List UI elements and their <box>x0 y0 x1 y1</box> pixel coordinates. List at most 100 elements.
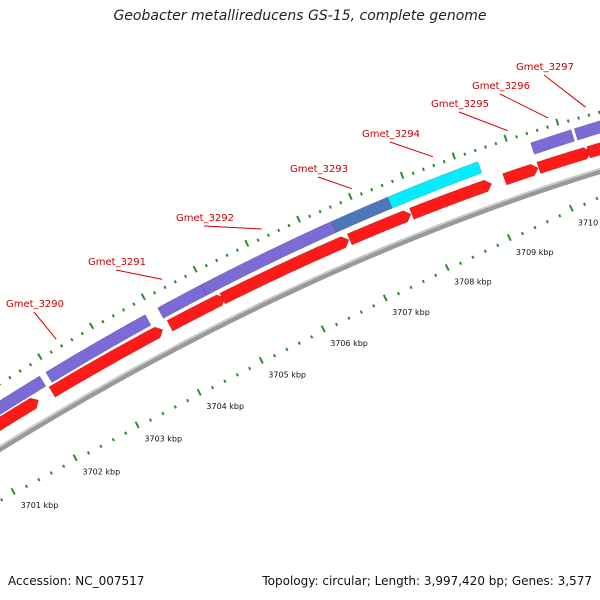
scale-tick <box>334 322 339 327</box>
gene-track-tick <box>546 125 549 129</box>
scale-tick <box>0 498 4 502</box>
scale-tick <box>248 366 252 371</box>
forward-gene-2 <box>45 314 152 383</box>
scale-tick <box>382 294 388 302</box>
gene-track-tick <box>390 179 394 184</box>
reverse-gene-5 <box>346 210 412 246</box>
gene-track-tick <box>204 263 208 268</box>
forward-gene-6 <box>387 161 483 209</box>
forward-gene-8 <box>573 120 600 141</box>
gene-track-tick <box>235 248 239 252</box>
scale-tick <box>347 316 351 320</box>
gene-track-tick <box>484 145 487 149</box>
gene-label-leader <box>389 141 434 158</box>
reverse-gene-6 <box>409 179 493 220</box>
gene-track-tick <box>225 253 229 258</box>
scale-tick <box>310 335 314 339</box>
scale-label: 3709 kbp <box>516 248 554 257</box>
scale-tick <box>49 471 53 475</box>
forward-gene-1 <box>0 375 47 416</box>
scale-tick <box>582 202 587 207</box>
scale-tick <box>210 385 215 390</box>
scale-tick <box>545 219 549 224</box>
scale-tick <box>558 214 562 218</box>
scale-tick <box>372 304 376 308</box>
reverse-gene-2 <box>48 326 164 398</box>
scale-tick <box>421 279 425 284</box>
gene-track-tick <box>503 134 508 142</box>
gene-track-tick <box>473 148 477 153</box>
gene-track-tick <box>140 293 146 301</box>
reverse-gene-8 <box>536 147 592 175</box>
gene-label-leader <box>317 176 353 190</box>
gene-track-tick <box>132 302 136 306</box>
gene-label: Gmet_3296 <box>472 81 530 92</box>
reverse-gene-7 <box>502 163 539 186</box>
gene-label-leader <box>543 74 586 108</box>
gene-track-tick <box>318 209 322 214</box>
gene-track-tick <box>339 200 343 205</box>
gene-track-tick <box>296 215 301 223</box>
genome-summary: Topology: circular; Length: 3,997,420 bp… <box>262 574 592 588</box>
scale-tick <box>196 388 202 396</box>
gene-track-tick <box>380 183 384 188</box>
gene-track-tick <box>122 308 126 312</box>
scale-label: 3708 kbp <box>454 278 492 287</box>
gene-track-tick <box>451 152 456 160</box>
scale-tick <box>458 261 463 266</box>
scale-tick <box>161 411 165 416</box>
gene-track-tick <box>192 265 198 273</box>
scale-tick <box>320 325 326 333</box>
gene-label-leader <box>458 111 508 132</box>
scale-tick <box>24 484 29 489</box>
scale-tick <box>148 418 153 422</box>
gene-track-tick <box>359 192 363 196</box>
gene-label-leader <box>115 269 163 280</box>
scale-tick <box>533 225 537 230</box>
gene-track-tick <box>347 192 353 201</box>
scale-tick <box>223 379 227 384</box>
gene-track-tick <box>328 205 332 209</box>
gene-track-tick <box>421 167 425 172</box>
scale-tick <box>37 477 41 482</box>
scale-label: 3710 kbp <box>578 219 600 228</box>
gene-track-tick <box>111 314 115 318</box>
gene-track-tick <box>494 141 498 146</box>
scale-tick <box>396 291 401 296</box>
scale-tick <box>297 341 301 345</box>
scale-label: 3706 kbp <box>330 339 368 348</box>
scale-label: 3705 kbp <box>268 370 306 379</box>
reverse-gene-1 <box>0 397 39 432</box>
scale-tick <box>595 196 599 201</box>
scale-tick <box>471 255 475 260</box>
scale-tick <box>99 444 103 449</box>
gene-label: Gmet_3295 <box>431 99 489 110</box>
gene-track-tick <box>566 119 570 123</box>
gene-track-tick <box>399 171 405 180</box>
scale-tick <box>506 233 512 242</box>
scale-tick <box>134 421 140 429</box>
gene-label: Gmet_3290 <box>6 299 64 310</box>
gene-track-tick <box>88 322 95 330</box>
accession-label: Accession: NC_007517 <box>8 574 145 588</box>
gene-track-tick <box>515 135 518 139</box>
gene-track-tick <box>555 118 560 126</box>
scale-tick <box>272 353 277 358</box>
gene-track-tick <box>8 375 12 380</box>
scale-label: 3701 kbp <box>21 501 59 510</box>
gene-track-tick <box>442 159 446 164</box>
gene-track-tick <box>244 239 250 247</box>
genome-backbone <box>0 167 600 453</box>
gene-label: Gmet_3297 <box>516 62 574 73</box>
gene-track-tick <box>277 228 281 233</box>
gene-track-tick <box>49 350 53 354</box>
scale-tick <box>235 373 239 377</box>
gene-track-tick <box>18 369 22 373</box>
scale-tick <box>186 398 190 403</box>
scale-tick <box>520 231 525 236</box>
gene-track-tick <box>256 238 260 242</box>
scale-tick <box>483 249 487 254</box>
gene-track-tick <box>59 344 64 348</box>
gene-label-leader <box>203 225 262 230</box>
